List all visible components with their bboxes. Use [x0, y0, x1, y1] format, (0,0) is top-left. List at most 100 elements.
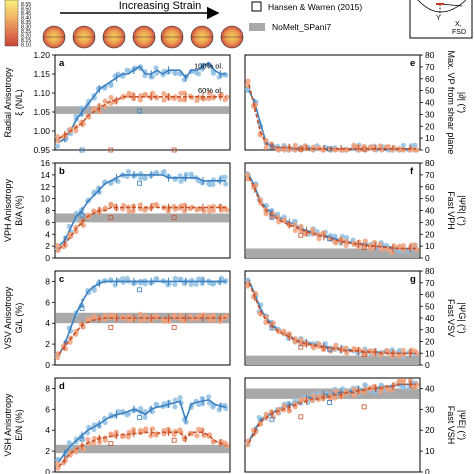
hansen-marker: [171, 147, 177, 153]
y-tick-label: 4: [45, 425, 50, 435]
panel-a: 0.95 1.00 1.05 1.10 1.15 1.20 a Radial Anisotro…: [3, 50, 231, 155]
y-tick-label: 30: [425, 109, 435, 119]
reference-band: [56, 106, 229, 114]
colorbar: 8.558.508.458.408.358.308.258.208.158.10: [4, 0, 31, 49]
series-line: [58, 61, 226, 144]
y-tick-label: 80: [425, 266, 435, 276]
data-point: [210, 70, 217, 76]
data-point: [195, 401, 202, 408]
data-point: [91, 208, 97, 214]
data-point: [396, 347, 403, 354]
data-point: [384, 348, 390, 354]
hansen-marker: [171, 215, 177, 221]
y-axis-label: Fast VPH: [446, 191, 456, 230]
data-point: [224, 94, 230, 100]
y-tick-label: 10: [425, 241, 435, 251]
legend-hansen: Hansen & Warren (2015): [268, 2, 362, 12]
y-tick-label: 30: [425, 217, 435, 227]
hansen-marker: [79, 436, 85, 442]
colorbar-tick: 8.10: [21, 43, 31, 49]
pole-figure: [190, 25, 214, 49]
colorbar-tick: 8.50: [21, 7, 31, 13]
data-point: [194, 207, 200, 213]
data-point: [188, 281, 194, 288]
data-point: [332, 233, 338, 239]
reference-band: [246, 355, 419, 365]
data-point: [171, 431, 177, 438]
data-point: [400, 384, 407, 390]
data-point: [54, 143, 61, 149]
data-point: [316, 236, 322, 242]
data-point: [189, 174, 195, 180]
data-point: [361, 143, 367, 149]
data-point: [102, 205, 108, 211]
hansen-marker: [108, 215, 114, 221]
data-point: [153, 275, 159, 282]
data-point: [172, 397, 178, 403]
y-tick-label: 6: [45, 297, 50, 307]
pole-figure: [42, 25, 66, 49]
data-point: [362, 238, 368, 244]
pole-figure: [102, 25, 126, 49]
pole-figure: [132, 25, 156, 49]
y-axis-label: ξ (N/L): [14, 89, 24, 116]
panel-h: 010203040hFast VSH|ΨE| (°): [244, 377, 467, 474]
data-point: [194, 316, 200, 322]
data-point: [298, 223, 304, 230]
hansen-marker: [108, 147, 114, 153]
data-point: [199, 401, 206, 407]
y-tick-label: 0: [45, 360, 50, 370]
data-point: [177, 395, 183, 401]
y-tick-label: 6: [45, 217, 50, 227]
series-line: [248, 282, 416, 355]
data-point: [201, 312, 207, 318]
series-line: [248, 176, 416, 250]
y-tick-label: 20: [425, 229, 435, 239]
data-point: [78, 105, 84, 111]
pole-figure: [160, 25, 184, 49]
legend-marker-hansen: [251, 1, 262, 12]
data-point: [102, 98, 108, 104]
panels: 0.95 1.00 1.05 1.10 1.15 1.20 a Radial Anisotro…: [3, 50, 467, 474]
y-tick-label: 8: [45, 383, 50, 393]
y-axis-label: E/N (%): [14, 409, 24, 441]
panel-label: a: [59, 58, 65, 69]
hansen-marker: [269, 144, 275, 150]
hansen-marker: [298, 232, 304, 238]
hansen-marker: [327, 236, 333, 242]
data-point: [281, 328, 287, 334]
y-tick-label: 70: [425, 170, 435, 180]
series-label: 100% ol.: [194, 61, 223, 70]
y-tick-label: 60: [425, 290, 435, 300]
y-tick-label: 0.95: [33, 145, 50, 155]
y-tick-label: 4: [45, 318, 50, 328]
y-axis-label: |ΨE| (°): [457, 410, 467, 440]
data-point: [316, 393, 322, 399]
data-point: [389, 249, 395, 255]
data-point: [298, 337, 304, 343]
y-tick-label: 0: [45, 253, 50, 263]
strain-label: Increasing Strain: [119, 0, 202, 12]
y-tick-label: 16: [41, 158, 51, 168]
hansen-marker: [108, 441, 114, 446]
data-point: [377, 388, 383, 395]
data-point: [344, 147, 350, 153]
y-tick-label: 80: [425, 50, 435, 60]
y-axis-label: |ΨG| (°): [457, 302, 467, 333]
data-point: [138, 317, 144, 324]
y-tick-label: 2: [45, 241, 50, 251]
hansen-marker: [361, 245, 367, 250]
y-tick-label: 30: [425, 404, 435, 414]
data-point: [400, 347, 407, 353]
data-point: [172, 275, 178, 281]
data-point: [177, 427, 183, 433]
data-point: [137, 202, 143, 208]
data-point: [125, 434, 132, 440]
y-axis-label: B/A (%): [14, 195, 24, 226]
hansen-marker: [361, 146, 367, 152]
y-tick-label: 80: [425, 158, 435, 168]
data-point: [206, 90, 213, 96]
